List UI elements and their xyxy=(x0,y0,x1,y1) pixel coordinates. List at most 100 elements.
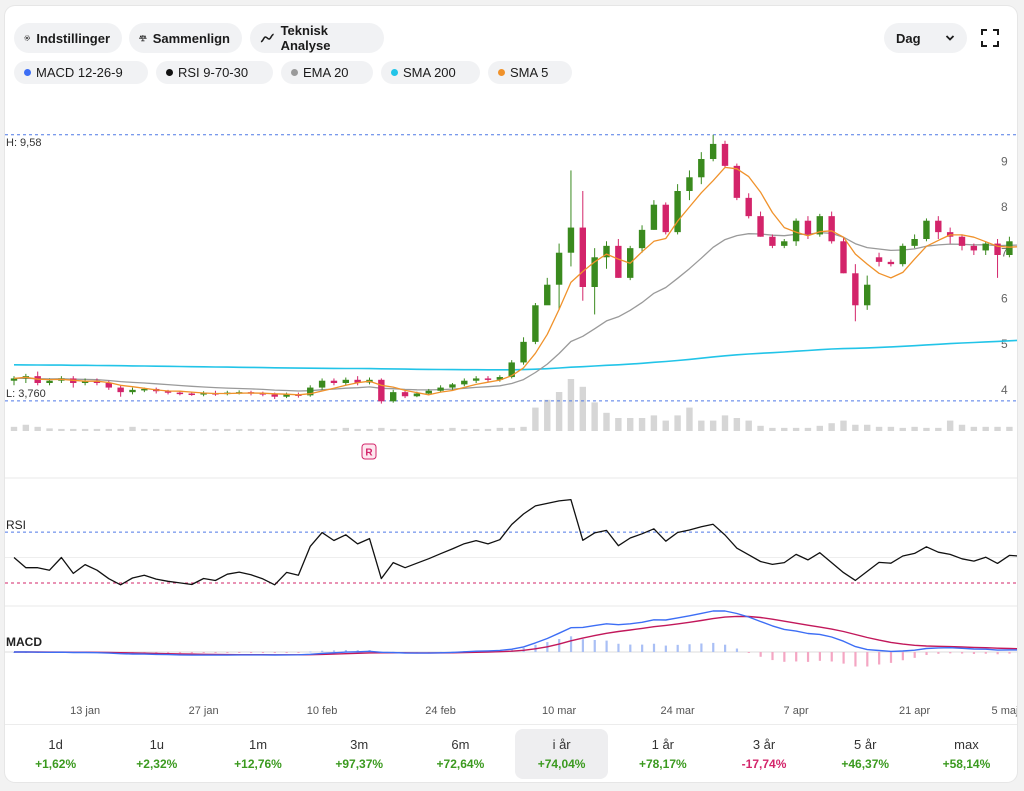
event-marker-label: R xyxy=(365,448,373,459)
volume-bar xyxy=(247,428,255,431)
settings-button[interactable]: Indstillinger xyxy=(14,23,122,53)
period-ytd[interactable]: i år +74,04% xyxy=(515,729,609,779)
candle-body xyxy=(674,191,681,233)
period-label: 5 år xyxy=(854,737,877,752)
x-tick-label: 10 feb xyxy=(307,705,338,717)
candle xyxy=(472,376,480,383)
ema-color-dot xyxy=(291,69,298,76)
candle xyxy=(461,378,468,387)
volume-bar xyxy=(804,427,812,431)
compare-button[interactable]: Sammenlign xyxy=(129,23,242,53)
candle-body xyxy=(188,393,195,396)
fullscreen-button[interactable] xyxy=(977,25,1003,51)
candle xyxy=(875,252,883,267)
volume-bar xyxy=(840,420,847,431)
macd-histogram-bar xyxy=(344,650,347,652)
indicator-chip-sma200[interactable]: SMA 200 xyxy=(381,61,480,84)
candle xyxy=(674,184,681,235)
candle-body xyxy=(638,229,646,249)
interval-select[interactable]: Dag xyxy=(884,23,967,53)
candle xyxy=(733,163,741,201)
volume-bar xyxy=(81,428,89,431)
volume-bar xyxy=(200,428,207,431)
period-label: 3m xyxy=(350,737,369,752)
indicator-chip-rsi[interactable]: RSI 9-70-30 xyxy=(156,61,273,84)
candle-body xyxy=(496,377,504,380)
candle xyxy=(757,211,764,237)
candle-body xyxy=(781,241,788,246)
candle-body xyxy=(804,220,812,235)
indicator-chip-sma5[interactable]: SMA 5 xyxy=(488,61,572,84)
period-3y[interactable]: 3 år -17,74% xyxy=(717,729,810,779)
candle-body xyxy=(342,379,349,383)
indicator-label: SMA 200 xyxy=(403,65,456,80)
period-1u[interactable]: 1u +2,32% xyxy=(110,729,203,779)
indicator-chip-ema[interactable]: EMA 20 xyxy=(281,61,373,84)
macd-histogram-bar xyxy=(724,644,727,652)
volume-bar xyxy=(413,428,421,431)
macd-histogram-bar xyxy=(641,644,644,652)
volume-bar xyxy=(496,427,504,431)
candle xyxy=(709,134,717,162)
candle-body xyxy=(958,236,966,246)
period-5y[interactable]: 5 år +46,37% xyxy=(819,729,912,779)
event-marker-box xyxy=(361,443,377,460)
period-3m[interactable]: 3m +97,37% xyxy=(313,729,406,779)
x-tick-label: 21 apr xyxy=(899,705,931,717)
macd-histogram-bar xyxy=(569,636,573,652)
period-label: i år xyxy=(552,737,571,752)
ema20-line xyxy=(13,231,1017,392)
candle-body xyxy=(46,380,53,383)
macd-histogram-bar xyxy=(700,643,703,652)
macd-histogram-bar xyxy=(961,652,964,654)
volume-bar xyxy=(34,426,41,431)
candle xyxy=(721,140,729,169)
period-max[interactable]: max +58,14% xyxy=(920,729,1013,779)
volume-bar xyxy=(591,402,598,431)
macd-histogram-bar xyxy=(878,652,881,665)
period-1y[interactable]: 1 år +78,17% xyxy=(616,729,709,779)
candle xyxy=(650,200,658,230)
macd-histogram-bar xyxy=(214,652,217,653)
scale-icon xyxy=(139,35,147,42)
macd-histogram-bar xyxy=(1008,652,1011,654)
candle xyxy=(958,234,966,251)
fullscreen-icon xyxy=(981,29,999,47)
chevron-down-icon xyxy=(945,35,955,41)
candle-body xyxy=(318,380,326,388)
candle-body xyxy=(745,197,752,217)
volume-bar xyxy=(224,428,231,431)
indicator-label: RSI 9-70-30 xyxy=(178,65,249,80)
candle-body xyxy=(484,378,492,380)
candle xyxy=(307,385,314,397)
macd-histogram-bar xyxy=(937,652,940,654)
candle-body xyxy=(579,227,586,287)
period-label: 1d xyxy=(48,737,63,752)
volume-bar xyxy=(615,418,622,431)
period-1m[interactable]: 1m +12,76% xyxy=(211,729,304,779)
indicator-chip-macd[interactable]: MACD 12-26-9 xyxy=(14,61,148,84)
macd-histogram-bar xyxy=(273,652,276,653)
candle-body xyxy=(970,245,978,251)
trend-line-icon xyxy=(260,33,274,43)
volume-bar xyxy=(745,420,752,431)
candle xyxy=(852,264,859,322)
volume-bar xyxy=(212,428,219,431)
candle xyxy=(81,378,89,386)
volume-bar xyxy=(10,426,18,431)
candle-body xyxy=(164,391,172,393)
volume-bar xyxy=(544,399,551,431)
candle-body xyxy=(603,245,610,258)
volume-bar xyxy=(911,426,918,431)
macd-histogram-bar xyxy=(783,652,786,662)
candle xyxy=(591,248,598,315)
volume-bar xyxy=(117,428,124,431)
rsi-line xyxy=(13,498,1017,586)
candle xyxy=(638,225,646,253)
period-1d[interactable]: 1d +1,62% xyxy=(9,729,102,779)
technical-analysis-button[interactable]: Teknisk Analyse xyxy=(250,23,384,53)
period-6m[interactable]: 6m +72,64% xyxy=(414,729,507,779)
candle-body xyxy=(923,220,930,239)
x-tick-label: 5 maj xyxy=(992,705,1017,717)
macd-histogram-bar xyxy=(581,639,584,652)
